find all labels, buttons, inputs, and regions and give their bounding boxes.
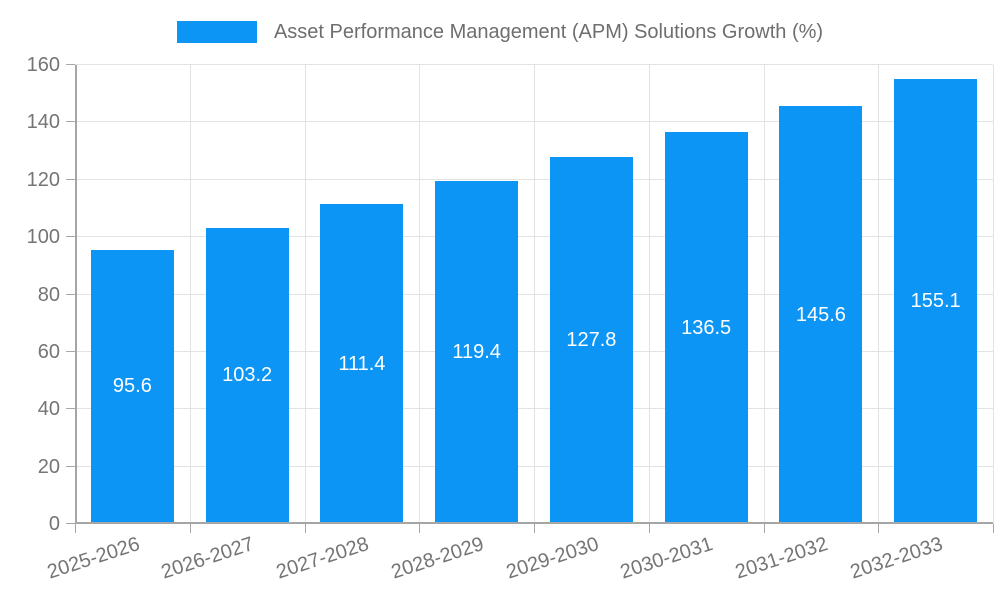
x-axis-tick-label: 2031-2032	[732, 533, 831, 584]
y-axis-tick-label: 140	[26, 111, 60, 134]
bar[interactable]: 103.2	[205, 227, 289, 524]
bar[interactable]: 111.4	[320, 204, 404, 524]
legend-swatch	[176, 21, 257, 43]
bar[interactable]: 145.6	[779, 106, 863, 524]
gridline-vertical	[304, 65, 306, 524]
x-axis-line	[75, 522, 993, 524]
plot-area: 0 20 40 60 80 100 120 140 160 95.6 2025-2026 103.2 2…	[27, 54, 994, 583]
x-axis-tick	[304, 524, 306, 533]
gridline-vertical	[419, 65, 421, 524]
bar[interactable]: 127.8	[549, 157, 633, 524]
bar-value-label: 136.5	[681, 316, 732, 339]
bar[interactable]: 136.5	[664, 132, 748, 524]
bar-value-label: 95.6	[112, 375, 152, 398]
y-axis-tick-label: 80	[37, 283, 60, 306]
x-axis-tick-label: 2027-2028	[273, 533, 372, 584]
y-axis-tick-label: 60	[37, 340, 60, 363]
x-axis-tick	[648, 524, 650, 533]
y-axis-tick	[66, 64, 75, 65]
y-axis-tick	[66, 178, 75, 180]
gridline-horizontal	[75, 64, 993, 65]
y-axis-tick-label: 20	[37, 455, 60, 478]
y-axis-tick-label: 40	[37, 398, 60, 421]
bar-value-label: 155.1	[910, 290, 961, 313]
x-axis-tick	[993, 524, 994, 533]
x-axis-tick	[763, 524, 765, 533]
x-axis-tick-label: 2028-2029	[388, 533, 487, 584]
gridline-vertical	[763, 65, 765, 524]
y-axis-tick	[66, 293, 75, 295]
bar[interactable]: 155.1	[894, 79, 978, 524]
bar[interactable]: 119.4	[435, 181, 519, 524]
y-axis-tick	[66, 465, 75, 467]
y-axis-tick	[66, 523, 75, 524]
bar-value-label: 127.8	[566, 329, 617, 352]
x-axis-tick-label: 2029-2030	[503, 533, 602, 584]
y-axis-line	[75, 65, 77, 524]
y-axis-tick-label: 0	[48, 513, 60, 535]
x-axis-tick-label: 2032-2033	[847, 533, 946, 584]
y-axis-tick	[66, 350, 75, 352]
bar-value-label: 145.6	[795, 303, 846, 326]
x-axis-tick	[189, 524, 191, 533]
gridline-vertical	[648, 65, 650, 524]
y-axis-tick	[66, 236, 75, 238]
gridline-vertical	[878, 65, 880, 524]
bar[interactable]: 95.6	[90, 249, 174, 524]
x-axis-tick	[534, 524, 535, 533]
legend-item[interactable]: Asset Performance Management (APM) Solut…	[0, 19, 1000, 45]
x-axis-tick-label: 2026-2027	[159, 533, 257, 584]
y-axis-tick-label: 100	[26, 226, 60, 249]
bar-value-label: 103.2	[222, 364, 273, 387]
gridline-vertical	[189, 65, 191, 524]
x-axis-tick	[419, 524, 421, 533]
y-axis-tick-label: 120	[26, 168, 60, 191]
legend-label: Asset Performance Management (APM) Solut…	[273, 21, 824, 43]
bar-value-label: 119.4	[452, 341, 501, 364]
y-axis-tick	[66, 121, 75, 123]
bar-value-label: 111.4	[338, 352, 386, 375]
y-axis-tick-label: 160	[26, 54, 60, 76]
x-axis-tick-label: 2025-2026	[44, 533, 143, 584]
y-axis-tick	[66, 408, 75, 410]
gridline-vertical	[993, 65, 994, 524]
gridline-vertical	[534, 65, 535, 524]
x-axis-tick	[878, 524, 880, 533]
x-axis-tick-label: 2030-2031	[618, 533, 716, 584]
x-axis-tick	[75, 524, 76, 533]
